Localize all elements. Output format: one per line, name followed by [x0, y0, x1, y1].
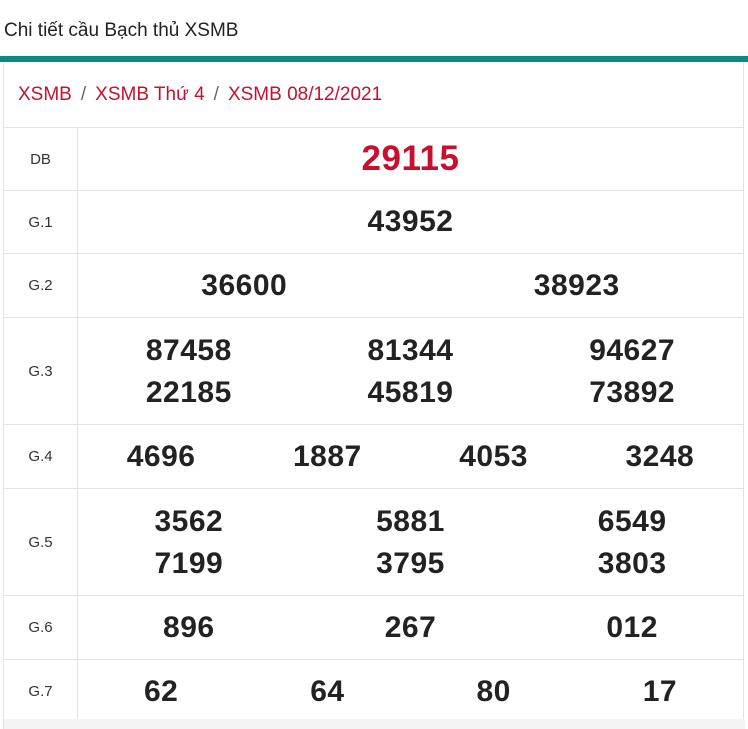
number-part: 22185 — [145, 376, 232, 409]
special-prize-number: 29115 — [361, 139, 460, 178]
prize-number: 6549 — [597, 505, 667, 538]
prize-number: 43952 — [367, 205, 454, 238]
number-part: 366 — [201, 268, 253, 302]
prize-number: 38923 — [534, 269, 620, 303]
prize-number: 7199 — [154, 547, 224, 580]
prize-number: 80 — [476, 674, 511, 708]
prize-number: 4053 — [459, 439, 528, 473]
prize-label: G.4 — [3, 424, 78, 489]
prize-numbers: 62 64 80 17 — [77, 659, 744, 724]
prize-number: 94627 — [589, 334, 675, 368]
prize-row-db: DB 29115 — [3, 127, 744, 191]
prize-row-g1: G.1 43952 — [3, 190, 744, 254]
prize-label: G.1 — [3, 190, 78, 254]
number-part: 45819 — [367, 376, 454, 409]
prize-numbers: 4696 1887 4053 3248 — [77, 424, 744, 489]
number-part: 81344 — [367, 334, 454, 367]
prize-number: 36600 — [201, 269, 287, 303]
prize-number: 012 — [606, 610, 658, 644]
prize-number: 3562 — [154, 505, 224, 538]
prize-number: 17 — [642, 674, 678, 708]
breadcrumb-xsmb-date[interactable]: XSMB 08/12/2021 — [227, 84, 383, 105]
prize-row-g7: G.7 62 64 80 17 — [3, 659, 744, 724]
prize-row-g2: G.2 36600 38923 — [3, 253, 744, 318]
prize-label: G.6 — [3, 595, 78, 660]
prize-number: 5881 — [376, 505, 445, 538]
prize-number: 81344 — [368, 334, 454, 368]
number-part: 87458 — [145, 334, 232, 367]
prize-numbers: 43952 — [77, 190, 744, 254]
prize-row-g4: G.4 4696 1887 4053 3248 — [3, 424, 744, 489]
prize-number: 4696 — [126, 439, 196, 473]
prize-number: 64 — [310, 674, 345, 708]
highlighted-digits: 8 — [550, 268, 569, 302]
prize-label: G.3 — [3, 317, 78, 425]
prize-number: 22185 — [146, 376, 232, 410]
page-title: Chi tiết cầu Bạch thủ XSMB — [4, 20, 239, 41]
title-bar — [0, 56, 748, 62]
prize-numbers: 29115 — [77, 127, 744, 191]
prize-numbers: 87458 81344 94627 22185 45819 73892 — [77, 317, 744, 425]
prize-label: G.7 — [3, 659, 78, 724]
prize-number: 1887 — [293, 439, 362, 473]
breadcrumb-separator: / — [80, 84, 87, 105]
highlighted-digits: 9 — [589, 334, 607, 367]
prize-number: 3795 — [376, 547, 445, 580]
number-part: 73892 — [589, 376, 676, 409]
prize-numbers: 3562 5881 6549 7199 3795 3803 — [77, 488, 744, 596]
prize-label: G.5 — [3, 488, 78, 596]
prize-numbers: 896 267 012 — [77, 595, 744, 660]
prize-row-g5: G.5 3562 5881 6549 7199 3795 3803 — [3, 488, 744, 596]
prize-label: G.2 — [3, 253, 78, 318]
breadcrumb: XSMB / XSMB Thứ 4 / XSMB 08/12/2021 — [18, 84, 382, 106]
prize-number: 45819 — [368, 376, 454, 410]
breadcrumb-separator: / — [213, 84, 219, 105]
prize-number: 3248 — [625, 439, 695, 473]
results-table: DB 29115 G.1 43952 G.2 36600 38923 — [3, 127, 744, 724]
prize-row-g3: G.3 87458 81344 94627 22185 45819 73892 — [3, 317, 744, 425]
prize-row-g6: G.6 896 267 012 — [3, 595, 744, 660]
highlighted-digits: 00 — [252, 268, 288, 302]
prize-number: 87458 — [146, 334, 232, 368]
prize-number: 3803 — [597, 547, 667, 580]
prize-numbers: 36600 38923 — [77, 253, 744, 318]
prize-number: 896 — [163, 610, 215, 644]
number-part: 4627 — [606, 334, 676, 367]
table-footer-strip — [4, 719, 745, 729]
breadcrumb-xsmb[interactable]: XSMB — [18, 84, 72, 105]
number-part: 3 — [533, 268, 551, 302]
number-part: 923 — [568, 268, 620, 302]
prize-number: 62 — [143, 674, 179, 708]
prize-label: DB — [3, 127, 78, 191]
results-card: XSMB / XSMB Thứ 4 / XSMB 08/12/2021 DB 29115… — [3, 62, 745, 729]
prize-number: 73892 — [589, 376, 675, 410]
prize-number: 267 — [384, 610, 437, 644]
breadcrumb-xsmb-weekday[interactable]: XSMB Thứ 4 — [95, 84, 205, 105]
